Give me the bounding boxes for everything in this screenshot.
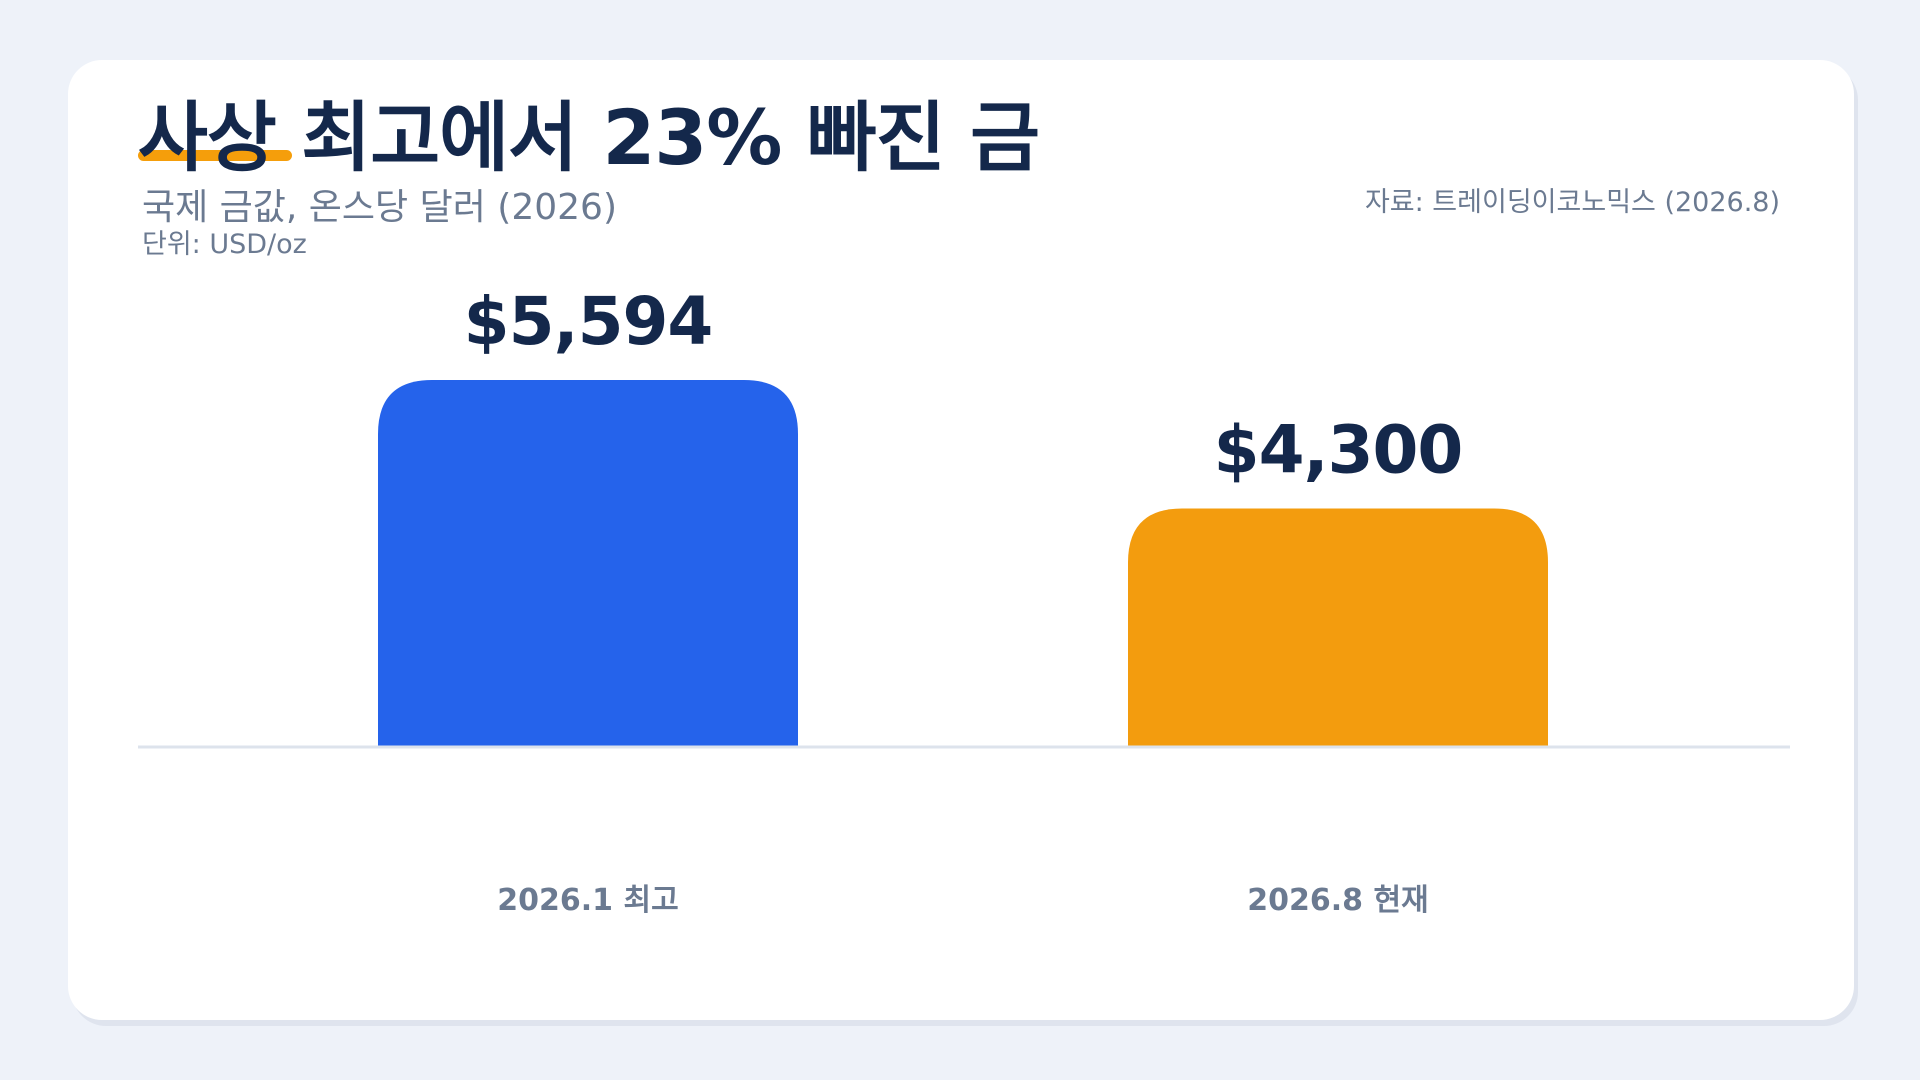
source-note: 자료: 트레이딩이코노믹스 (2026.8) <box>1364 187 1780 218</box>
category-labels-group: 2026.1 최고 2026.8 현재 <box>497 883 1428 918</box>
category-label-2: 2026.8 현재 <box>1247 883 1428 918</box>
value-labels-group: $5,594 $4,300 <box>464 283 1464 489</box>
title-block: 사상 최고에서 23% 빠진 금 <box>138 88 1040 188</box>
chart-subtitle: 국제 금값, 온스당 달러 (2026) <box>142 187 618 228</box>
bars-group <box>378 380 1548 747</box>
bar-1 <box>378 380 798 747</box>
title-highlight <box>138 150 292 161</box>
category-label-1: 2026.1 최고 <box>497 883 678 918</box>
unit-label: 단위: USD/oz <box>142 229 307 260</box>
bar-2 <box>1128 508 1548 747</box>
value-label-2: $4,300 <box>1214 412 1463 489</box>
value-label-1: $5,594 <box>464 283 713 360</box>
chart-card <box>68 60 1854 1020</box>
page-title: 사상 최고에서 23% 빠진 금 <box>138 93 1040 182</box>
